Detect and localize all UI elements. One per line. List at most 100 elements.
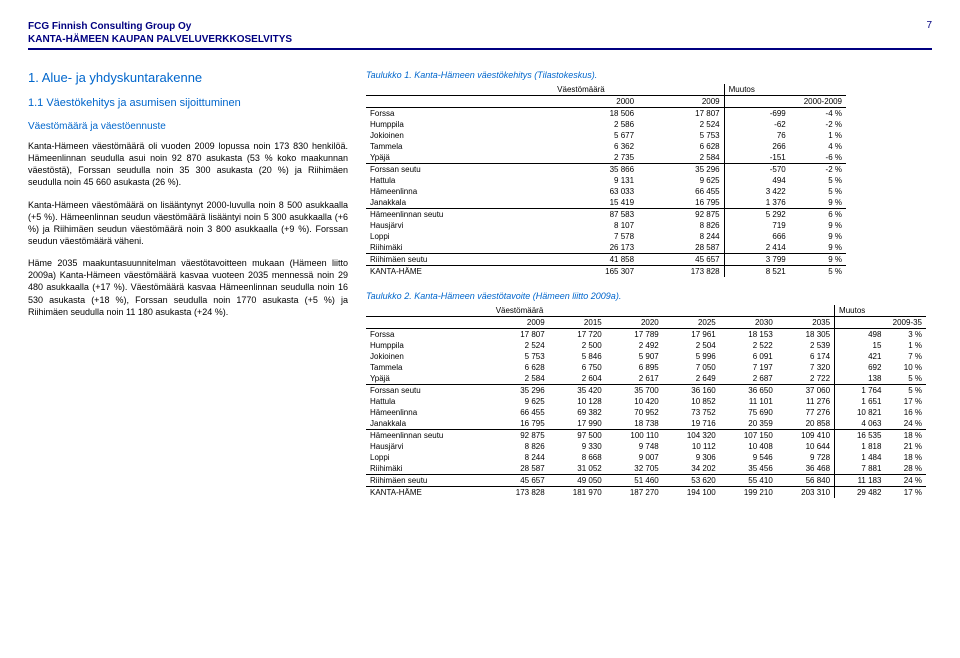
table-row: Loppi7 5788 2446669 % [366, 231, 846, 242]
table-row: KANTA-HÄME165 307173 8288 5215 % [366, 266, 846, 278]
cell-value: 2 584 [638, 152, 724, 164]
table-row: Humppila2 5862 524-62-2 % [366, 119, 846, 130]
cell-value: 35 296 [492, 385, 549, 397]
cell-value: 17 961 [663, 329, 720, 341]
cell-value: 9 748 [606, 441, 663, 452]
cell-value: -699 [724, 108, 790, 120]
cell-value: 203 310 [777, 487, 835, 499]
table2-caption: Taulukko 2. Kanta-Hämeen väestötavoite (… [366, 291, 932, 301]
table-row: Riihimäki26 17328 5872 4149 % [366, 242, 846, 254]
cell-value: 35 456 [720, 463, 777, 475]
cell-value: 10 128 [549, 396, 606, 407]
cell-value: 4 % [790, 141, 846, 152]
cell-name: Ypäjä [366, 373, 492, 385]
cell-name: KANTA-HÄME [366, 487, 492, 499]
table-row: Hausjärvi8 8269 3309 74810 11210 40810 6… [366, 441, 926, 452]
cell-value: 2 617 [606, 373, 663, 385]
col-year-b: 2009 [638, 96, 724, 108]
cell-value: 75 690 [720, 407, 777, 418]
cell-name: Riihimäki [366, 242, 553, 254]
cell-value: 109 410 [777, 430, 835, 442]
table-row: Jokioinen5 6775 753761 % [366, 130, 846, 141]
cell-value: 24 % [885, 475, 926, 487]
cell-name: Humppila [366, 340, 492, 351]
col-year-c: 2000-2009 [724, 96, 846, 108]
cell-value: 28 587 [638, 242, 724, 254]
col-year-a: 2000 [553, 96, 638, 108]
cell-value: 1 % [790, 130, 846, 141]
col-group-muutos: Muutos [724, 84, 846, 96]
cell-value: 3 799 [724, 254, 790, 266]
cell-value: 17 % [885, 487, 926, 499]
cell-value: 9 % [790, 242, 846, 254]
col-group-vaesto: Väestömäärä [553, 84, 724, 96]
cell-value: 18 305 [777, 329, 835, 341]
cell-value: -151 [724, 152, 790, 164]
cell-value: 5 % [885, 373, 926, 385]
cell-value: 11 276 [777, 396, 835, 407]
cell-value: 29 482 [835, 487, 886, 499]
cell-value: -4 % [790, 108, 846, 120]
cell-value: -6 % [790, 152, 846, 164]
cell-value: 2 524 [638, 119, 724, 130]
cell-value: 6 % [790, 209, 846, 221]
cell-value: 19 716 [663, 418, 720, 430]
cell-value: 69 382 [549, 407, 606, 418]
table-row: Forssan seutu35 86635 296-570-2 % [366, 164, 846, 176]
table-row: Forssa18 50617 807-699-4 % [366, 108, 846, 120]
cell-value: 5 753 [638, 130, 724, 141]
cell-value: 16 795 [492, 418, 549, 430]
cell-value: 5 % [790, 186, 846, 197]
cell-value: 498 [835, 329, 886, 341]
cell-value: 1 764 [835, 385, 886, 397]
report-title: KANTA-HÄMEEN KAUPAN PALVELUVERKKOSELVITY… [28, 33, 292, 46]
cell-name: Riihimäki [366, 463, 492, 475]
cell-value: 2 492 [606, 340, 663, 351]
cell-name: Jokioinen [366, 130, 553, 141]
cell-value: 31 052 [549, 463, 606, 475]
cell-value: 173 828 [638, 266, 724, 278]
cell-name: Ypäjä [366, 152, 553, 164]
cell-name: Hattula [366, 175, 553, 186]
table-row: Väestömäärä Muutos [366, 305, 926, 317]
table-row: Jokioinen5 7535 8465 9075 9966 0916 1744… [366, 351, 926, 362]
cell-value: 9 330 [549, 441, 606, 452]
cell-value: 266 [724, 141, 790, 152]
cell-value: 11 101 [720, 396, 777, 407]
cell-value: 10 112 [663, 441, 720, 452]
table-row: Janakkala15 41916 7951 3769 % [366, 197, 846, 209]
cell-value: 1 651 [835, 396, 886, 407]
cell-value: 8 668 [549, 452, 606, 463]
cell-value: 187 270 [606, 487, 663, 499]
cell-value: 20 858 [777, 418, 835, 430]
cell-value: 41 858 [553, 254, 638, 266]
cell-value: 4 063 [835, 418, 886, 430]
col-group-muutos2: Muutos [835, 305, 926, 317]
table-row: Riihimäen seutu45 65749 05051 46053 6205… [366, 475, 926, 487]
cell-value: 28 % [885, 463, 926, 475]
cell-value: 35 866 [553, 164, 638, 176]
cell-value: 16 535 [835, 430, 886, 442]
cell-value: 34 202 [663, 463, 720, 475]
cell-value: 6 091 [720, 351, 777, 362]
subsection-heading: 1.1 Väestökehitys ja asumisen sijoittumi… [28, 97, 348, 109]
cell-name: KANTA-HÄME [366, 266, 553, 278]
cell-value: 9 306 [663, 452, 720, 463]
cell-value: 53 620 [663, 475, 720, 487]
cell-value: 32 705 [606, 463, 663, 475]
cell-value: 719 [724, 220, 790, 231]
cell-value: 35 420 [549, 385, 606, 397]
cell-value: 24 % [885, 418, 926, 430]
cell-value: 37 060 [777, 385, 835, 397]
cell-value: 36 468 [777, 463, 835, 475]
cell-name: Forssan seutu [366, 164, 553, 176]
cell-value: 9 131 [553, 175, 638, 186]
cell-value: 66 455 [638, 186, 724, 197]
cell-value: 9 % [790, 254, 846, 266]
cell-value: 17 807 [638, 108, 724, 120]
cell-value: 9 625 [638, 175, 724, 186]
cell-value: 2 524 [492, 340, 549, 351]
cell-value: 8 107 [553, 220, 638, 231]
table-row: Hattula9 62510 12810 42010 85211 10111 2… [366, 396, 926, 407]
page-header: FCG Finnish Consulting Group Oy KANTA-HÄ… [28, 20, 932, 50]
